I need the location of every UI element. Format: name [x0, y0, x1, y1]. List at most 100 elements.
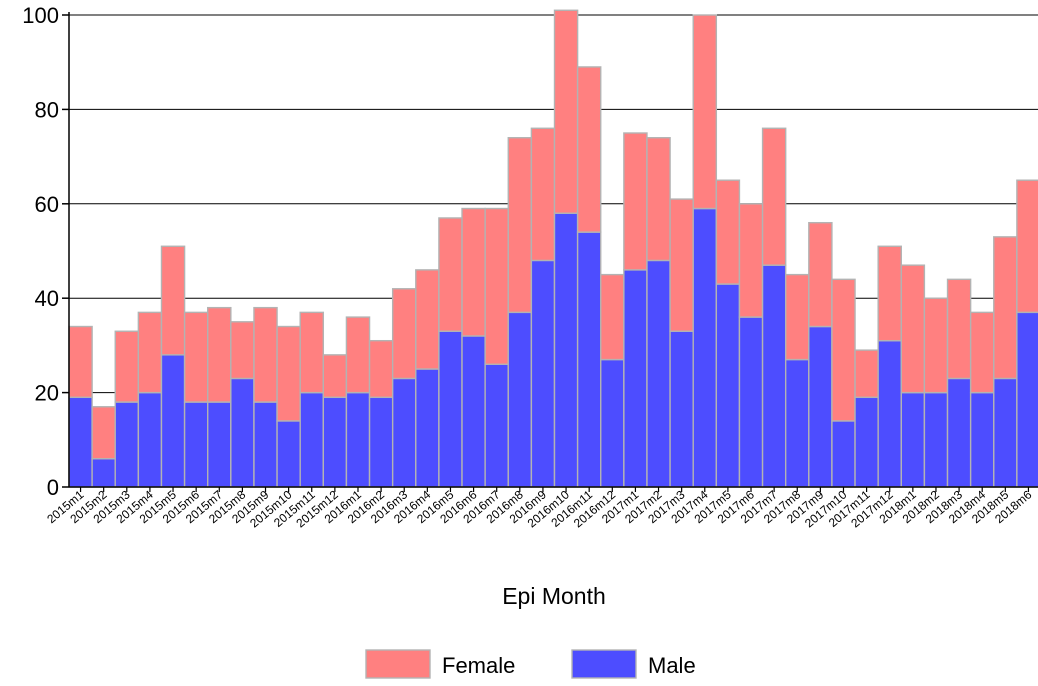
bar-female-2015m11: [299, 311, 325, 394]
legend: Female Male: [365, 649, 696, 679]
bar-male-2015m7: [207, 401, 232, 488]
bar-female-2015m8: [230, 321, 255, 380]
legend-swatch-female: [365, 649, 431, 679]
bar-female-2016m7: [484, 207, 509, 365]
bar-male-2015m2: [91, 457, 116, 488]
y-tick-label: 80: [35, 97, 59, 122]
bar-female-2017m12: [877, 245, 902, 342]
bar-male-2017m10: [831, 420, 856, 488]
bar-female-2017m4: [692, 14, 718, 210]
bar-female-2018m1: [900, 264, 926, 394]
y-tick-label: 60: [35, 192, 59, 217]
bar-male-2015m10: [276, 420, 301, 488]
bar-female-2015m9: [253, 306, 278, 403]
legend-swatch-male: [571, 649, 637, 679]
bar-male-2015m12: [322, 396, 348, 488]
bar-female-2017m8: [784, 273, 810, 361]
axes: [62, 12, 1038, 492]
bar-male-2017m11: [854, 396, 879, 488]
bar-male-2017m1: [623, 269, 648, 488]
y-tick-labels: 0 20 40 60 80 100: [22, 3, 59, 500]
bar-male-2018m6: [1016, 311, 1038, 488]
legend-label-male: Male: [648, 653, 696, 678]
bar-male-2016m4: [415, 368, 440, 488]
bar-male-2016m9: [530, 259, 556, 488]
bar-female-2018m4: [969, 311, 995, 394]
bar-male-2018m2: [923, 391, 949, 488]
bar-male-2015m3: [114, 401, 140, 488]
bar-female-2017m7: [761, 127, 787, 266]
bar-female-2016m2: [368, 339, 394, 399]
bar-male-2016m12: [600, 358, 625, 488]
bar-male-2015m1: [68, 396, 93, 488]
bar-male-2016m3: [391, 377, 417, 488]
bar-female-2017m10: [831, 278, 856, 422]
bar-male-2016m5: [438, 330, 463, 488]
y-tick-label: 40: [35, 286, 59, 311]
bar-female-2016m1: [345, 316, 371, 394]
bar-female-2016m10: [553, 9, 579, 214]
bar-female-2018m6: [1016, 179, 1038, 314]
y-tick-label: 0: [47, 475, 59, 500]
bar-male-2017m7: [761, 264, 787, 488]
bar-male-2016m8: [507, 311, 533, 488]
bar-male-2017m6: [738, 316, 764, 488]
bar-female-2015m5: [160, 245, 186, 356]
bar-female-2017m6: [738, 203, 764, 318]
bar-female-2016m3: [391, 288, 417, 380]
legend-label-female: Female: [442, 653, 515, 678]
bar-female-2015m4: [137, 311, 163, 394]
bar-female-2016m11: [576, 66, 602, 233]
bar-male-2018m1: [900, 391, 926, 488]
bar-male-2015m9: [253, 401, 278, 488]
bar-male-2016m11: [576, 231, 602, 488]
bar-female-2015m3: [114, 330, 140, 403]
bar-female-2015m6: [183, 311, 209, 403]
bar-male-2017m5: [715, 283, 741, 488]
bar-female-2017m1: [623, 132, 648, 271]
bar-male-2015m4: [137, 391, 163, 488]
bars: [68, 9, 1038, 488]
bar-female-2018m5: [993, 236, 1018, 380]
bar-male-2017m12: [877, 339, 902, 488]
bar-female-2017m5: [715, 179, 741, 285]
bar-female-2016m12: [600, 273, 625, 361]
bar-male-2015m5: [160, 354, 186, 488]
bar-male-2015m6: [183, 401, 209, 488]
bar-male-2017m2: [646, 259, 671, 488]
bar-male-2017m8: [784, 358, 810, 488]
bar-female-2015m7: [207, 306, 232, 403]
bar-male-2017m4: [692, 207, 718, 488]
bar-male-2015m8: [230, 377, 255, 488]
bar-male-2017m9: [808, 325, 833, 488]
bar-female-2015m1: [68, 325, 93, 399]
bar-female-2016m8: [507, 137, 533, 314]
bar-male-2016m1: [345, 391, 371, 488]
bar-female-2016m4: [415, 269, 440, 370]
x-axis-title: Epi Month: [502, 583, 606, 609]
bar-male-2016m6: [461, 335, 486, 488]
y-tick-label: 20: [35, 381, 59, 406]
bar-female-2017m11: [854, 349, 879, 399]
bar-female-2018m3: [946, 278, 972, 380]
bar-female-2015m10: [276, 325, 301, 422]
bar-female-2016m6: [461, 207, 486, 337]
x-tick-labels: 2015m12015m22015m32015m42015m52015m62015…: [44, 487, 1034, 530]
bar-female-2016m9: [530, 127, 556, 262]
bar-male-2017m3: [669, 330, 694, 488]
bar-female-2018m2: [923, 297, 949, 394]
bar-female-2017m2: [646, 137, 671, 262]
bar-male-2018m4: [969, 391, 995, 488]
bar-male-2018m5: [993, 377, 1018, 488]
bar-female-2015m12: [322, 354, 348, 399]
bar-male-2016m10: [553, 212, 579, 488]
bar-female-2015m2: [91, 406, 116, 460]
bar-male-2016m7: [484, 363, 509, 488]
y-tick-label: 100: [22, 3, 59, 28]
bar-female-2017m3: [669, 198, 694, 332]
bar-female-2016m5: [438, 217, 463, 332]
bar-female-2017m9: [808, 221, 833, 328]
bar-male-2015m11: [299, 391, 325, 488]
